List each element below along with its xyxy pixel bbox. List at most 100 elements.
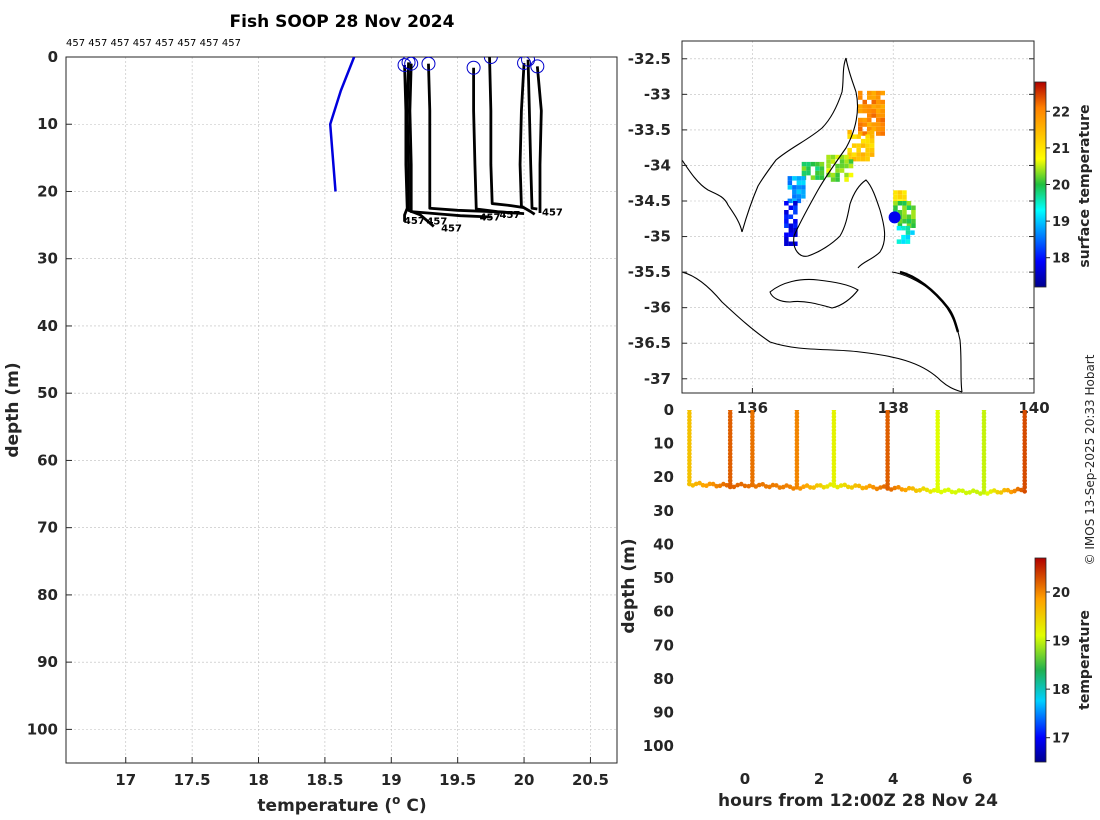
profile-y-label: depth (m)	[3, 362, 23, 457]
sst-cell	[848, 163, 854, 169]
section-cast-point	[935, 481, 940, 487]
section-cast-point	[794, 464, 800, 470]
section-cast-point	[794, 417, 800, 423]
sst-cell	[796, 189, 802, 195]
sst-cell	[862, 122, 867, 127]
section-cast-point	[831, 417, 837, 423]
section-cast-point	[750, 458, 755, 463]
section-track-point	[874, 486, 880, 492]
section-track-point	[892, 485, 898, 491]
sst-cell	[876, 95, 881, 100]
section-cast-point	[727, 464, 733, 470]
section-cast-point	[687, 427, 692, 433]
sst-cell	[867, 95, 872, 100]
section-cast-point	[1022, 424, 1027, 430]
section-cast-point	[727, 424, 733, 430]
sst-cell	[806, 161, 811, 167]
sst-cell	[784, 232, 789, 237]
sst-cell	[901, 239, 906, 244]
sst-cell	[801, 176, 806, 181]
section-y-tick-label: 70	[653, 636, 674, 654]
section-cast-point	[981, 414, 987, 420]
sst-cell	[871, 122, 876, 127]
section-cast-point	[831, 451, 837, 457]
section-cast-point	[981, 454, 987, 460]
sst-cell	[867, 90, 872, 96]
section-cast-point	[687, 434, 692, 440]
sst-cell	[880, 126, 885, 132]
section-cast-point	[981, 468, 987, 473]
section-track-point	[921, 486, 926, 491]
sst-cell	[858, 90, 863, 96]
section-cast-point	[687, 411, 692, 416]
coast-southern-mainland	[682, 271, 963, 393]
section-cast-point	[831, 474, 837, 480]
coastline	[682, 57, 963, 393]
sst-cell	[876, 117, 881, 123]
sst-cell	[902, 219, 907, 224]
section-cast-point	[935, 468, 940, 473]
section-track-point	[700, 482, 706, 488]
sst-cell	[793, 223, 798, 228]
section-cast-point	[885, 471, 890, 477]
sst-cell	[848, 172, 854, 178]
y-tick-label: 20	[37, 182, 58, 200]
section-cast-point	[727, 478, 733, 483]
section-cast-point	[727, 427, 733, 433]
sst-cell	[847, 156, 852, 162]
coast-eyre-east-spencer-west	[741, 57, 847, 233]
sst-cell	[905, 239, 911, 244]
sst-cell	[865, 147, 870, 153]
section-track-point	[739, 481, 744, 487]
section-cast-point	[981, 438, 987, 443]
section-track-point	[998, 490, 1004, 495]
section-track-point	[770, 482, 776, 488]
colorbar-tick-label: 17	[1052, 732, 1070, 747]
sst-cell	[862, 131, 867, 136]
colorbar-tick-label: 18	[1052, 683, 1070, 698]
sst-cell	[784, 219, 789, 224]
sst-cell	[869, 138, 875, 144]
section-x-tick-label: 0	[740, 770, 750, 788]
section-cast-point	[794, 424, 800, 430]
profile-axes-box	[65, 56, 618, 764]
sst-cell	[839, 163, 845, 169]
sst-cell	[830, 177, 836, 182]
cast-profile-line	[472, 67, 525, 216]
section-track-point	[974, 489, 980, 495]
section-cast-point	[935, 444, 940, 450]
section-cast-point	[981, 427, 987, 433]
section-track-point	[704, 483, 709, 489]
section-track-point	[842, 482, 847, 488]
section-y-tick-label: 0	[664, 401, 674, 419]
section-cast-point	[831, 444, 837, 450]
profile-y-ticks: 0 10 20 30 40 50 60 70 80 90 100	[27, 48, 72, 738]
sst-cell	[862, 117, 867, 123]
sst-cell	[844, 163, 849, 169]
section-cast-point	[885, 424, 890, 430]
section-cast-point	[981, 417, 987, 423]
sst-cell	[826, 163, 831, 169]
sst-cell	[784, 241, 789, 246]
section-track-point	[888, 487, 894, 492]
section-track-point	[731, 484, 737, 490]
sst-cell	[796, 180, 802, 186]
sst-cell	[835, 177, 840, 182]
section-track-point	[746, 483, 751, 489]
section-cast-point	[935, 431, 940, 436]
sst-cell	[793, 241, 798, 246]
section-cast-point	[750, 454, 755, 460]
y-tick-label: 40	[37, 317, 58, 335]
sst-cell	[806, 170, 811, 176]
sst-cell	[869, 143, 875, 148]
section-cast-point	[727, 434, 733, 440]
section-cast-point	[794, 444, 800, 450]
section-cast-point	[1022, 448, 1027, 453]
section-track-point	[756, 482, 762, 488]
sst-cell	[796, 176, 802, 181]
profile-gridlines	[66, 56, 617, 763]
cast-profile-line	[405, 62, 435, 228]
section-cast-point	[831, 438, 837, 443]
sst-cell	[830, 159, 836, 164]
